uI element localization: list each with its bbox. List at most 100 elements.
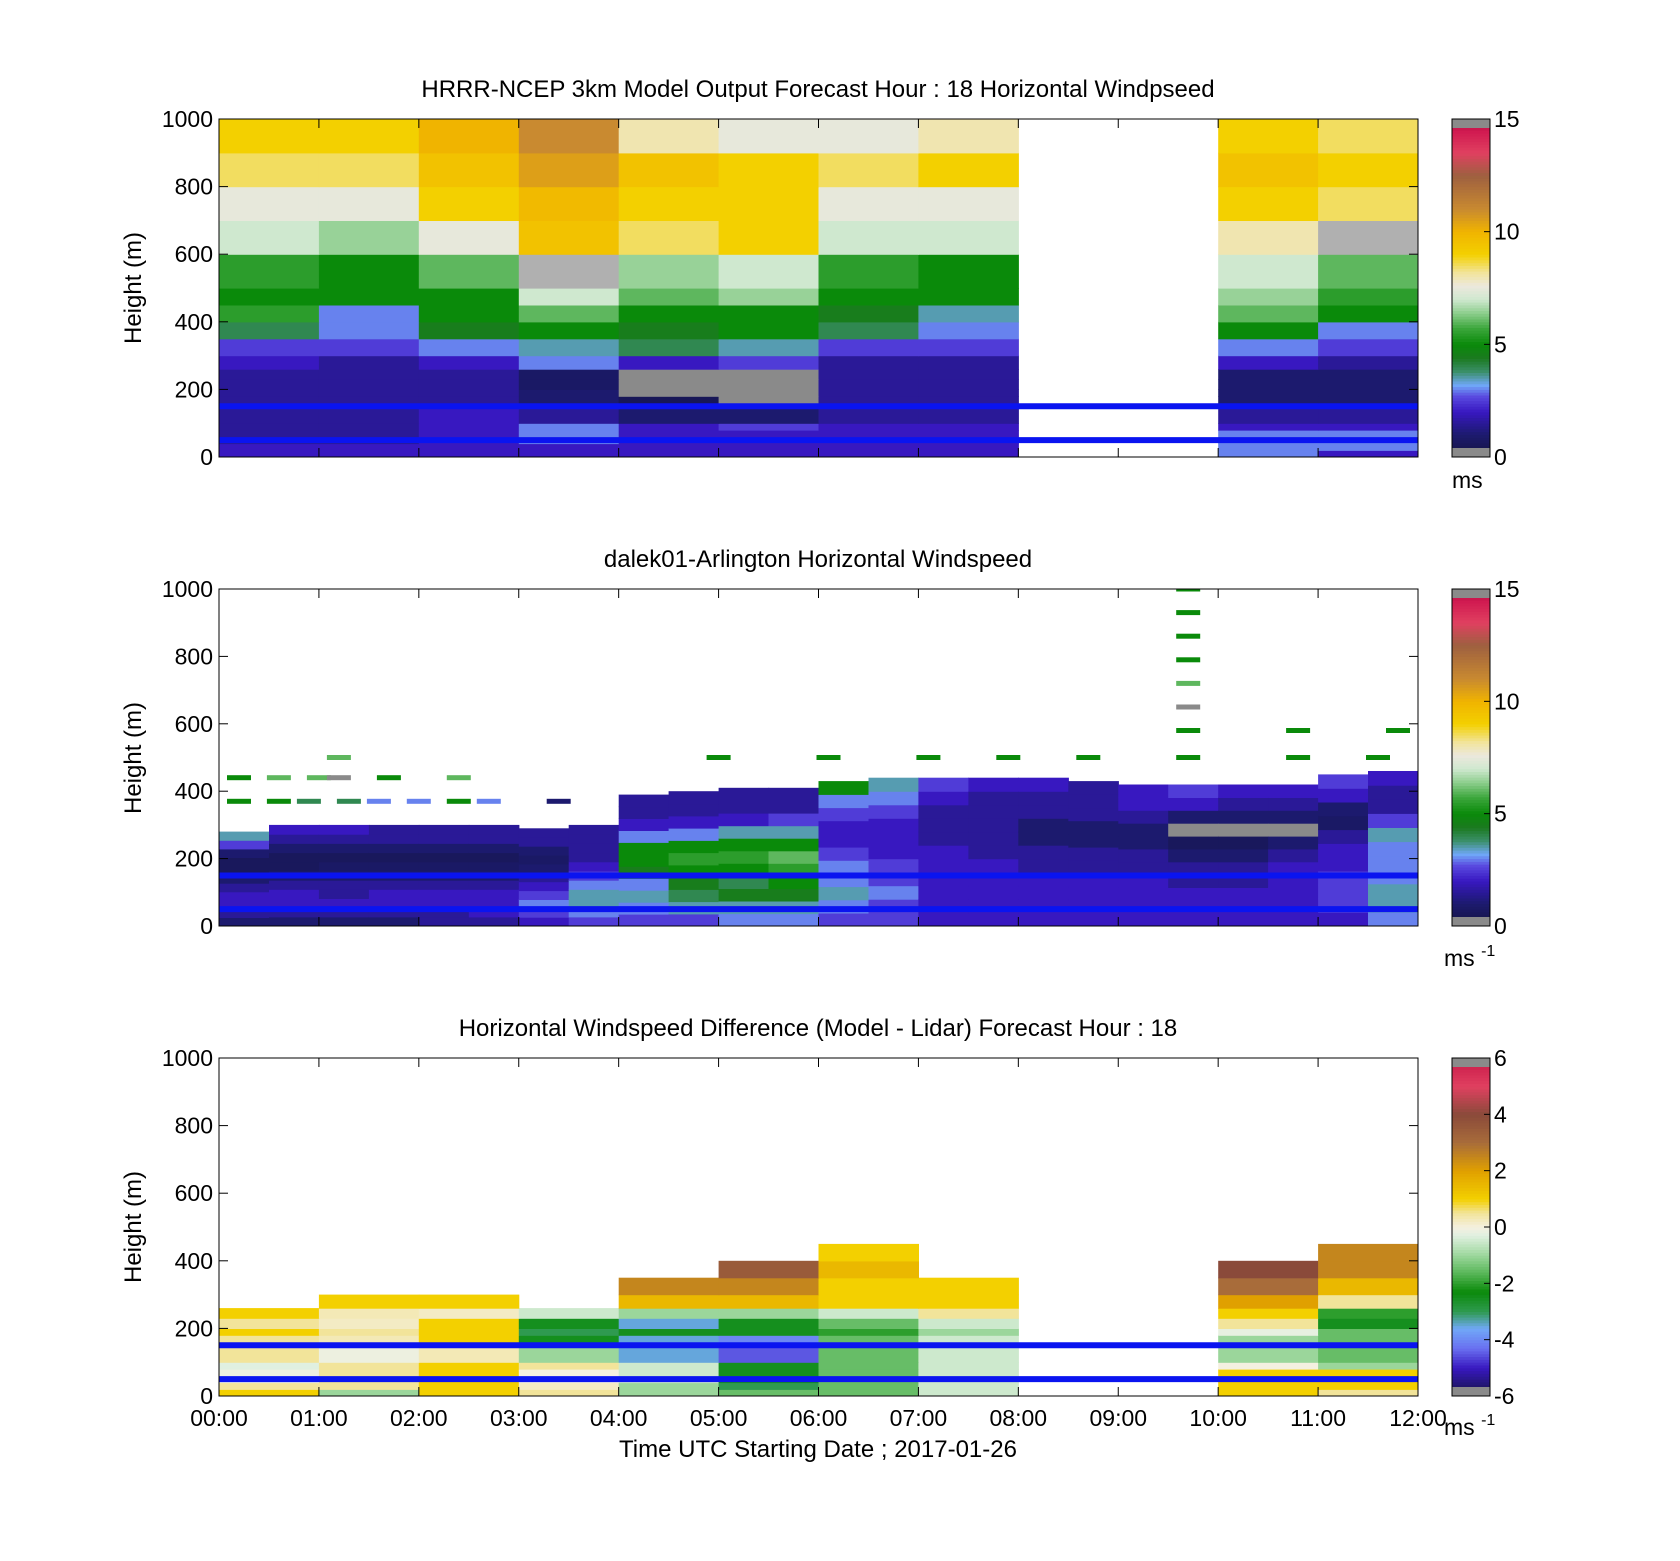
heatmap-cell <box>418 1345 520 1363</box>
heatmap-cell <box>1318 338 1418 357</box>
heatmap-cell <box>1018 912 1069 926</box>
heatmap-cell <box>1118 810 1169 824</box>
heatmap-cell <box>618 1389 720 1396</box>
heatmap-cell <box>269 889 320 899</box>
heatmap-cell <box>1318 1294 1418 1309</box>
colorbar-segment <box>1452 698 1490 702</box>
x-tick-label: 12:00 <box>1389 1405 1447 1431</box>
colorbar-segment <box>1452 824 1490 829</box>
y-axis-label-model: Height (m) <box>120 232 147 344</box>
colorbar-segment <box>1452 209 1490 213</box>
colorbar-segment <box>1452 1224 1490 1228</box>
y-tick-label: 0 <box>200 913 213 939</box>
colorbar-segment <box>1452 1353 1490 1358</box>
heatmap-cell <box>1118 848 1169 863</box>
heatmap-cell <box>618 254 720 289</box>
heatmap-cell <box>818 1335 919 1346</box>
heatmap-cell <box>418 852 470 863</box>
colorbar-segment <box>1452 259 1490 264</box>
heatmap-cell <box>918 885 969 900</box>
heatmap-cell <box>868 804 920 819</box>
heatmap-cell <box>518 119 620 154</box>
y-tick-label: 200 <box>175 376 213 402</box>
heatmap-cell <box>568 843 620 854</box>
heatmap-cell <box>1268 848 1319 863</box>
heatmap-cell <box>418 254 520 289</box>
colorbar-segment <box>1452 144 1490 148</box>
heatmap-cell <box>518 254 620 289</box>
colorbar-segment <box>1452 426 1490 430</box>
colorbar-segment <box>1452 1190 1490 1194</box>
heatmap-cell <box>318 1382 420 1390</box>
heatmap-cell <box>318 288 420 306</box>
heatmap-cell <box>718 119 820 154</box>
colorbar-tick-label: -6 <box>1494 1383 1514 1409</box>
heatmap-cell <box>1068 807 1119 822</box>
colorbar-segment <box>1452 1077 1490 1082</box>
heatmap-cell <box>868 912 920 926</box>
heatmap-cell <box>818 443 919 451</box>
colorbar-segment <box>1452 1277 1490 1282</box>
colorbar-segment <box>1452 1145 1490 1149</box>
colorbar-segment <box>1452 1207 1490 1211</box>
heatmap-cell <box>918 1389 1019 1396</box>
heatmap-cell <box>818 794 870 809</box>
colorbar-segment <box>1452 192 1490 196</box>
heatmap-cell <box>518 881 570 892</box>
colorbar-segment <box>1452 827 1490 832</box>
heatmap-cell <box>269 907 320 918</box>
colorbar-tick-label: 10 <box>1494 219 1520 245</box>
colorbar-segment <box>1452 650 1490 655</box>
heatmap-cell <box>968 885 1019 900</box>
heatmap-cell <box>718 838 770 852</box>
colorbar-segment <box>1452 372 1490 376</box>
heatmap-cell <box>318 1318 420 1329</box>
heatmap-cell <box>1318 389 1418 397</box>
heatmap-cell <box>868 845 920 860</box>
heatmap-cell <box>318 889 370 899</box>
heatmap-cell <box>918 389 1019 397</box>
y-tick-label: 0 <box>200 1383 213 1409</box>
colorbar-segment <box>1452 383 1490 388</box>
heatmap-cell <box>918 355 1019 370</box>
colorbar-segment <box>1452 1176 1490 1180</box>
colorbar-segment <box>1452 765 1490 770</box>
heatmap-cell <box>918 845 969 860</box>
heatmap-cell <box>1218 423 1319 431</box>
heatmap-cell <box>1368 771 1418 786</box>
heatmap-cell <box>718 1362 820 1370</box>
heatmap-cell <box>718 875 770 889</box>
colorbar-segment <box>1452 743 1490 747</box>
heatmap-cell <box>1218 1318 1319 1329</box>
heatmap-cell <box>818 220 919 255</box>
sparse-return <box>1176 755 1201 760</box>
heatmap-cell <box>1118 861 1169 876</box>
heatmap-cell <box>918 791 969 806</box>
heatmap-cell <box>368 916 420 926</box>
heatmap-cell <box>219 423 320 431</box>
heatmap-cell <box>968 804 1019 819</box>
heatmap-cell <box>518 1318 620 1329</box>
colorbar-segment <box>1452 768 1490 773</box>
heatmap-cell <box>818 369 919 380</box>
heatmap-cell <box>318 1328 420 1336</box>
heatmap-cell <box>468 907 520 918</box>
colorbar-tick-label: 15 <box>1494 576 1520 602</box>
colorbar-segment <box>1452 276 1490 281</box>
heatmap-cell <box>219 848 270 858</box>
colorbar-segment <box>1452 706 1490 711</box>
heatmap-cell <box>1218 1328 1319 1336</box>
colorbar-segment <box>1452 271 1490 275</box>
heatmap-cell <box>318 254 420 289</box>
colorbar-segment <box>1452 1365 1490 1369</box>
colorbar-segment <box>1452 603 1490 607</box>
chart-title-difference: Horizontal Windspeed Difference (Model -… <box>459 1015 1178 1042</box>
colorbar-segment <box>1452 673 1490 677</box>
heatmap-cell <box>1118 887 1169 901</box>
colorbar-segment <box>1452 1272 1490 1276</box>
heatmap-cell <box>918 443 1019 451</box>
colorbar-segment <box>1452 1097 1490 1101</box>
colorbar-segment <box>1452 642 1490 646</box>
heatmap-cell <box>1218 304 1319 323</box>
colorbar-segment <box>1452 220 1490 224</box>
